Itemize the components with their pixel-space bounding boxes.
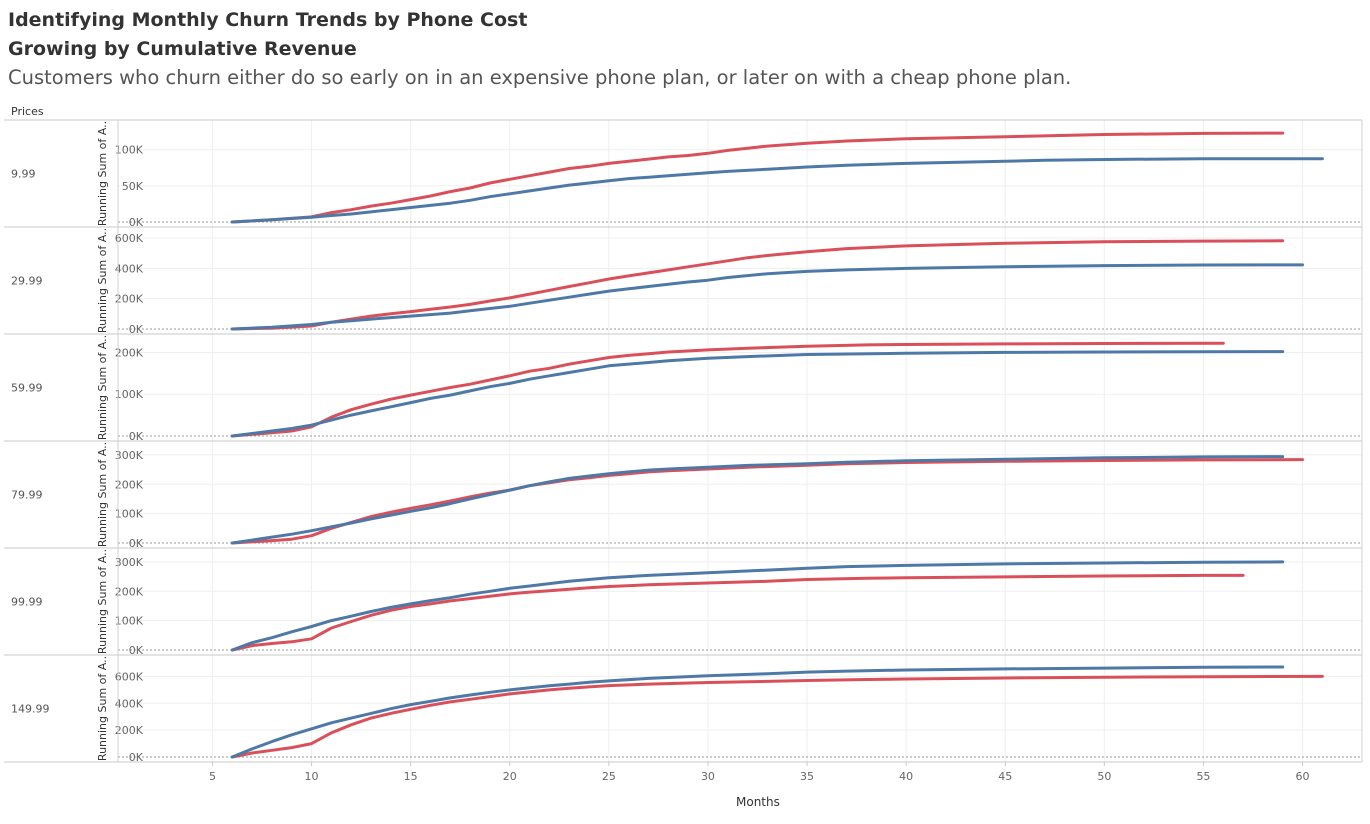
series-line-red [230,573,1245,652]
y-tick-label: 0K [129,323,144,336]
series-line-red [230,131,1285,224]
y-axis-title: Running Sum of A.. [96,335,109,440]
price-label: 99.99 [11,596,43,609]
panel-29-99: 0K 200K 400K 600K Running Sum of A.. 29.99 [4,228,1362,336]
series-line-blue [230,665,1285,759]
y-tick-label: 100K [115,144,144,157]
x-tick-label: 35 [800,770,814,783]
panel-79-99: 0K 100K 200K 300K Running Sum of A.. 79.99 [4,442,1362,550]
x-tick-label: 50 [1097,770,1111,783]
series-line-blue [230,560,1285,652]
x-tick-label: 60 [1296,770,1310,783]
y-tick-label: 300K [115,449,144,462]
x-axis-title: Months [736,795,780,809]
series-line-red [230,458,1304,545]
series-line-blue [230,263,1304,331]
chart-title: Identifying Monthly Churn Trends by Phon… [8,9,528,31]
y-tick-label: 400K [115,697,144,710]
x-tick-label: 25 [602,770,616,783]
x-tick-label: 30 [701,770,715,783]
row-header-prices: Prices [11,105,44,118]
y-axis-title: Running Sum of A.. [96,442,109,547]
panel-149-99: 0K 200K 400K 600K Running Sum of A.. 149.99 [4,656,1362,764]
y-tick-label: 200K [115,478,144,491]
y-tick-label: 100K [115,615,144,628]
series-line-red [230,341,1225,438]
chart-subtitle: Growing by Cumulative Revenue [8,38,357,60]
y-tick-label: 0K [129,751,144,764]
x-axis: 5 10 15 20 25 30 35 40 45 50 55 60 [209,762,1310,783]
y-tick-label: 50K [122,180,144,193]
y-tick-label: 300K [115,556,144,569]
y-axis-title: Running Sum of A.. [96,121,109,226]
panel-9-99: 0K 50K 100K Running Sum of A.. 9.99 [4,121,1362,229]
price-label: 9.99 [11,168,36,181]
y-tick-label: 100K [115,508,144,521]
x-tick-label: 10 [305,770,319,783]
x-tick-label: 40 [899,770,913,783]
y-axis-title: Running Sum of A.. [96,228,109,333]
y-tick-label: 400K [115,262,144,275]
price-label: 149.99 [11,703,50,716]
y-tick-label: 100K [115,388,144,401]
series-line-red [230,674,1324,759]
panel-59-99: 0K 100K 200K Running Sum of A.. 59.99 [4,335,1362,443]
y-tick-label: 600K [115,232,144,245]
y-tick-label: 200K [115,585,144,598]
y-tick-label: 0K [129,644,144,657]
chart-caption: Customers who churn either do so early o… [8,66,1072,89]
series-line-blue [230,350,1285,438]
y-axis-title: Running Sum of A.. [96,549,109,654]
y-tick-label: 0K [129,430,144,443]
x-tick-label: 45 [998,770,1012,783]
price-label: 29.99 [11,275,43,288]
y-tick-label: 600K [115,670,144,683]
y-axis-title: Running Sum of A.. [96,656,109,761]
y-tick-label: 200K [115,293,144,306]
y-tick-label: 200K [115,724,144,737]
x-tick-label: 20 [503,770,517,783]
x-tick-label: 55 [1196,770,1210,783]
price-label: 59.99 [11,382,43,395]
panel-99-99: 0K 100K 200K 300K Running Sum of A.. 99.99 [4,549,1362,657]
y-tick-label: 200K [115,346,144,359]
price-label: 79.99 [11,489,43,502]
y-tick-label: 0K [129,537,144,550]
series-line-red [230,239,1285,331]
x-tick-label: 15 [404,770,418,783]
x-tick-label: 5 [209,770,216,783]
series-line-blue [230,455,1285,545]
y-tick-label: 0K [129,216,144,229]
series-line-blue [230,157,1324,224]
